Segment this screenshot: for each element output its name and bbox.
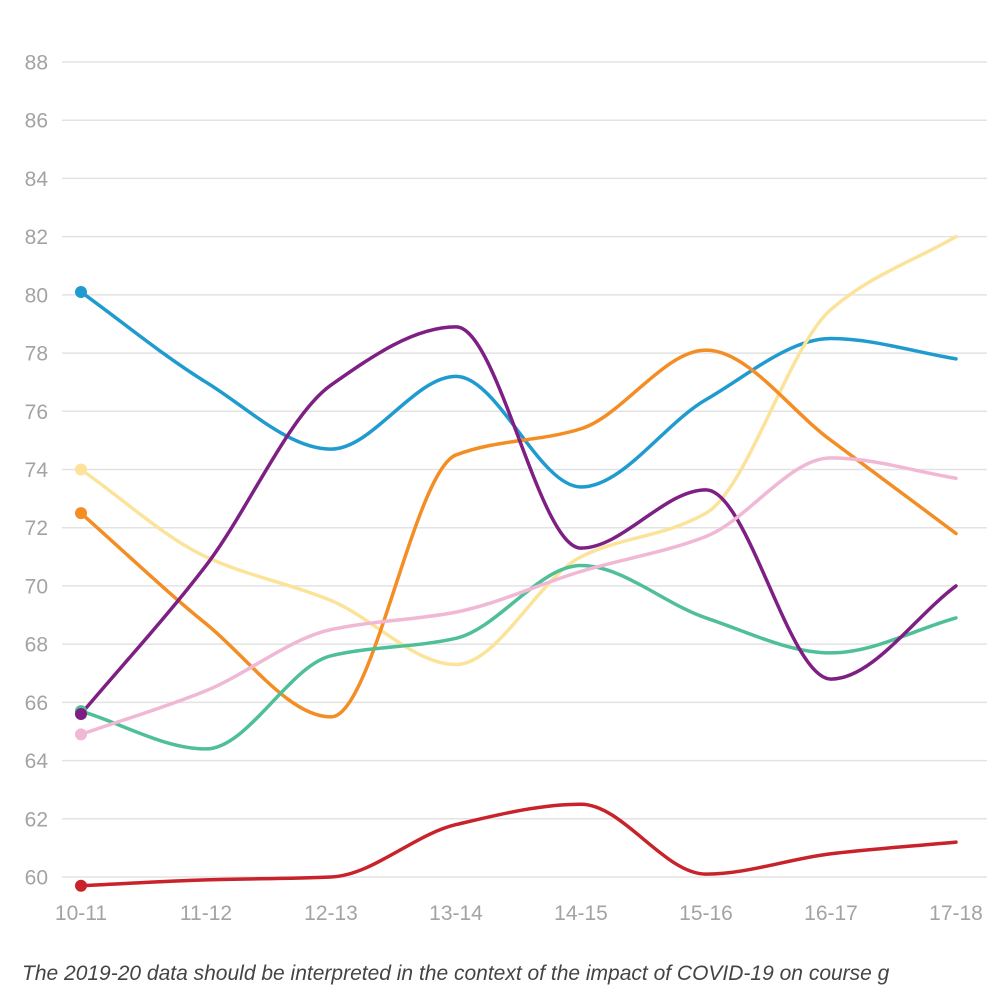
series-line-6 [79,456,958,737]
series-lines [79,234,958,888]
series-line-2 [79,234,958,667]
x-tick-label: 16-17 [804,902,858,925]
y-tick-label: 62 [25,808,48,831]
x-tick-label: 10-11 [55,902,107,925]
x-tick-label: 14-15 [554,902,608,925]
y-tick-label: 84 [25,168,49,191]
x-tick-label: 11-12 [180,902,232,925]
series-start-markers [75,285,87,892]
y-tick-label: 74 [25,459,49,482]
y-tick-label: 82 [25,226,48,249]
y-tick-label: 76 [25,401,48,424]
grid-lines [62,61,987,878]
x-tick-label: 13-14 [429,902,483,925]
y-tick-label: 88 [25,52,48,75]
y-tick-label: 78 [25,343,48,366]
series-line-7 [79,802,958,888]
y-tick-label: 70 [25,575,48,598]
y-axis-tick-labels: 60 62 64 66 68 70 72 74 76 78 80 82 84 86 88 [25,52,49,890]
series-start-point-6 [75,728,87,741]
series-start-point-7 [75,879,87,892]
series-start-point-1 [75,285,87,298]
series-start-point-3 [75,507,87,520]
y-tick-label: 64 [25,750,49,773]
series-line-5 [79,325,958,716]
y-tick-label: 68 [25,634,48,657]
x-tick-label: 12-13 [304,902,358,925]
y-tick-label: 80 [25,284,48,307]
x-tick-label: 17-18 [929,902,983,925]
x-axis-tick-labels: 10-11 11-12 12-13 13-14 14-15 15-16 16-17 17-18 [55,902,983,925]
y-tick-label: 72 [25,517,48,540]
y-tick-label: 60 [25,867,48,890]
series-line-4 [79,563,958,751]
series-start-point-5 [75,708,87,720]
x-tick-label: 15-16 [679,902,733,925]
series-line-3 [79,348,958,719]
series-start-point-2 [75,463,87,476]
chart-footnote: The 2019-20 data should be interpreted i… [22,962,890,985]
y-tick-label: 86 [25,110,48,133]
y-tick-label: 66 [25,692,48,715]
